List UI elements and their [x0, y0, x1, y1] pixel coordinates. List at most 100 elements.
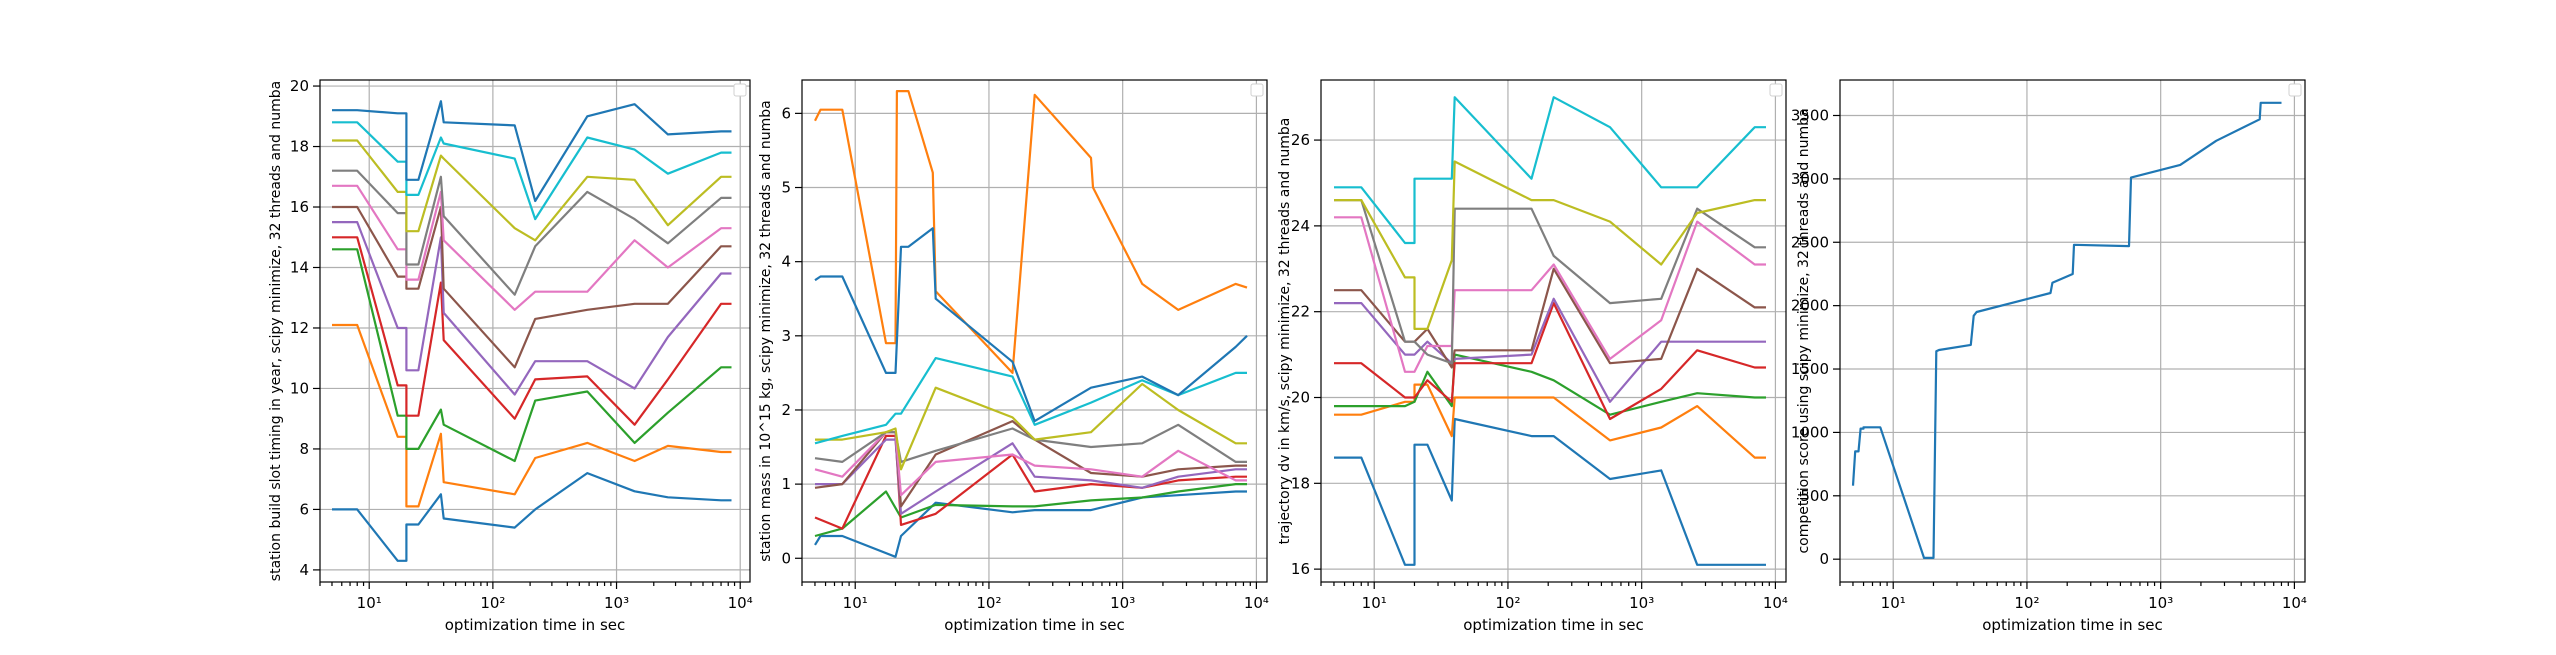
y-tick-label: 20 [1291, 389, 1310, 407]
y-tick-label: 2000 [1791, 297, 1829, 315]
legend-box [2288, 83, 2302, 97]
y-tick-label: 24 [1291, 217, 1310, 235]
series-line-9 [1334, 160, 1766, 330]
y-tick-label: 0 [1819, 550, 1829, 568]
series-line-10 [814, 357, 1247, 445]
x-tick-label: 10¹ [357, 594, 382, 612]
y-tick-label: 5 [781, 179, 791, 197]
x-minor-ticks [319, 582, 736, 586]
y-tick-label: 16 [1291, 560, 1310, 578]
x-axis-label: optimization time in sec [445, 616, 625, 634]
y-tick-label: 6 [781, 104, 791, 122]
y-tick-label: 2500 [1791, 233, 1829, 251]
series-group [1334, 96, 1766, 566]
series-line-4 [814, 434, 1247, 530]
x-tick-label: 10¹ [1881, 594, 1906, 612]
y-axis-label: trajectory dv in km/s, scipy minimize, 3… [1277, 118, 1293, 545]
y-tick-label: 3 [781, 327, 791, 345]
series-group [814, 90, 1248, 558]
series-line-3 [332, 248, 732, 463]
series-line-2 [814, 90, 1248, 374]
y-tick-label: 3000 [1791, 170, 1829, 188]
series-line-1 [332, 472, 732, 562]
y-axis: 0 500 1000 1500 2000 2500 3000 3500 [1791, 106, 1840, 568]
y-tick-label: 6 [299, 500, 309, 518]
series-line-3 [814, 483, 1247, 538]
x-axis-label: optimization time in sec [1463, 616, 1643, 634]
y-axis-label: station mass in 10^15 kg, scipy minimize… [758, 100, 774, 562]
grid [1321, 80, 1786, 582]
y-tick-label: 4 [781, 253, 791, 271]
x-tick-label: 10² [1495, 594, 1520, 612]
x-axis: 10¹ 10² 10³ 10⁴ [1881, 582, 2307, 612]
x-tick-label: 10³ [2148, 594, 2173, 612]
y-tick-label: 10 [290, 379, 309, 397]
x-tick-label: 10² [976, 594, 1001, 612]
x-axis: 10¹ 10² 10³ 10⁴ [357, 582, 753, 612]
series-line-10 [1334, 96, 1766, 245]
y-tick-label: 18 [290, 138, 309, 156]
chart-panel-3: 10¹ 10² 10³ 10⁴ 16 18 20 22 24 26 optimization tim… [1277, 79, 1788, 634]
series-line-1 [1334, 417, 1766, 566]
x-tick-label: 10⁴ [728, 594, 753, 612]
x-tick-label: 10³ [1110, 594, 1135, 612]
chart-panel-1: 10¹ 10² 10³ 10⁴ 4 6 8 10 12 14 16 18 20 optimization … [268, 77, 753, 634]
series-group [1851, 101, 2282, 559]
axes-frame [1320, 79, 1787, 583]
series-line-7 [332, 184, 732, 311]
y-tick-label: 1500 [1791, 360, 1829, 378]
series-line-5 [1334, 297, 1766, 403]
legend-box [733, 83, 747, 97]
x-axis: 10¹ 10² 10³ 10⁴ [843, 582, 1269, 612]
x-axis-label: optimization time in sec [944, 616, 1124, 634]
chart-panel-4: 10¹ 10² 10³ 10⁴ 0 500 1000 1500 2000 2500 3000 3500… [1791, 79, 2307, 634]
series-line-7 [1334, 216, 1766, 373]
series-line-9 [815, 382, 1247, 471]
series-line-2 [1334, 383, 1766, 459]
x-tick-label: 10³ [1629, 594, 1654, 612]
y-axis: 0 1 2 3 4 5 6 [781, 104, 802, 567]
x-tick-label: 10⁴ [1244, 594, 1269, 612]
series-line-2 [332, 323, 732, 508]
x-axis-label: optimization time in sec [1982, 616, 2162, 634]
chart-panel-2: 10¹ 10² 10³ 10⁴ 0 1 2 3 4 5 6 optimization time in … [758, 79, 1269, 634]
x-tick-label: 10¹ [843, 594, 868, 612]
y-tick-label: 0 [781, 549, 791, 567]
y-axis: 16 18 20 22 24 26 [1291, 131, 1321, 578]
legend-box [1250, 83, 1264, 97]
y-tick-label: 18 [1291, 474, 1310, 492]
grid [320, 80, 750, 582]
series-line-11 [814, 227, 1248, 423]
series-line-8 [332, 169, 732, 296]
series-line-1 [1851, 101, 2282, 559]
x-minor-ticks [1320, 582, 1770, 586]
x-minor-ticks [801, 582, 1251, 586]
axes-frame [801, 79, 1268, 583]
y-tick-label: 8 [299, 440, 309, 458]
y-axis: 4 6 8 10 12 14 16 18 20 [290, 77, 320, 579]
y-tick-label: 2 [781, 401, 791, 419]
x-tick-label: 10² [480, 594, 505, 612]
y-tick-label: 20 [290, 77, 309, 95]
y-tick-label: 14 [290, 258, 309, 276]
x-tick-label: 10² [2014, 594, 2039, 612]
series-line-6 [332, 205, 732, 369]
y-tick-label: 22 [1291, 303, 1310, 321]
x-axis: 10¹ 10² 10³ 10⁴ [1362, 582, 1788, 612]
x-tick-label: 10⁴ [1763, 594, 1788, 612]
x-tick-label: 10³ [604, 594, 629, 612]
axes-frame [1839, 79, 2306, 583]
x-tick-label: 10¹ [1362, 594, 1387, 612]
y-axis-label: station build slot timing in year, scipy… [268, 81, 284, 581]
series-line-11 [332, 100, 732, 203]
grid [802, 80, 1267, 582]
series-line-4 [332, 236, 732, 426]
series-group [332, 100, 732, 562]
y-tick-label: 4 [299, 561, 309, 579]
y-axis-label: competition score using scipy minimize, … [1796, 108, 1812, 553]
series-line-9 [332, 139, 732, 242]
series-line-10 [332, 121, 732, 221]
y-tick-label: 3500 [1791, 106, 1829, 124]
series-line-1 [814, 490, 1247, 558]
